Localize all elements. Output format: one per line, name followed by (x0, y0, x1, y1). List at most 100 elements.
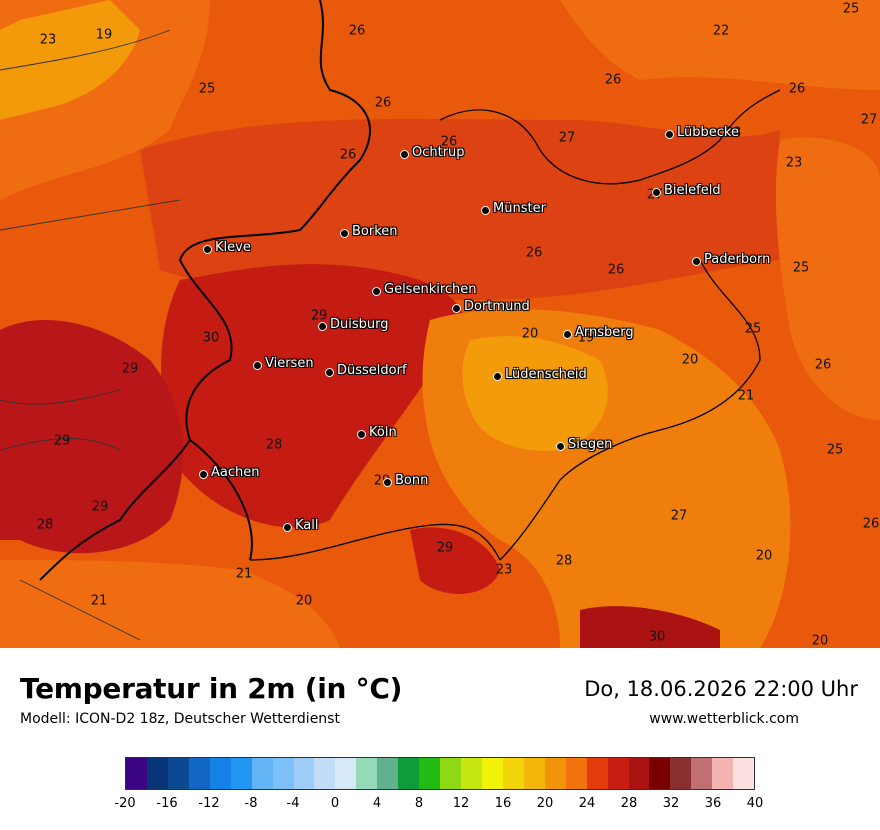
city-dot-icon (340, 229, 349, 238)
border-nrw-hessen (499, 259, 761, 561)
city-dot-icon (372, 287, 381, 296)
temperature-value: 23 (785, 155, 803, 171)
hot-patch-southeast (580, 606, 720, 648)
city-dot-icon (383, 478, 392, 487)
scale-swatch (691, 758, 713, 789)
scale-swatch (481, 758, 503, 789)
temperature-value: 29 (310, 308, 328, 324)
scale-swatch (607, 758, 629, 789)
temperature-value: 28 (724, 125, 742, 141)
website-link[interactable]: www.wetterblick.com (649, 711, 799, 727)
city-dot-icon (652, 188, 661, 197)
cool-patch-northwest (0, 0, 140, 120)
temperature-value: 26 (788, 81, 806, 97)
temperature-value: 26 (607, 262, 625, 278)
scale-tick-label: 36 (704, 796, 722, 811)
city-dot-icon (283, 523, 292, 532)
city-dot-icon (203, 245, 212, 254)
scale-tick-label: -20 (114, 796, 136, 811)
temperature-value: 19 (95, 27, 113, 43)
city-name: Lübbecke (677, 125, 739, 140)
city-name: Paderborn (704, 252, 771, 267)
scale-tick-label: 24 (578, 796, 596, 811)
temperature-value: 29 (436, 540, 454, 556)
scale-tick-label: -12 (198, 796, 220, 811)
temperature-value: 26 (525, 245, 543, 261)
scale-tick-label: 8 (414, 796, 424, 811)
border-belgian-regions (0, 438, 141, 641)
scale-swatch (230, 758, 252, 789)
coolest-patch-sauerland (462, 336, 608, 451)
city-dot-icon (357, 430, 366, 439)
map-title: Temperatur in 2m (in °C) (20, 672, 403, 705)
city-name: Düsseldorf (337, 363, 407, 378)
temperature-value: 27 (860, 112, 878, 128)
scale-swatch (712, 758, 734, 789)
color-scale (125, 757, 755, 790)
temperature-map[interactable]: 25 23 19 26 22 25 26 26 26 28 26 27 23 26 27 27 26 26 25 29… (0, 0, 880, 648)
temperature-value: 26 (604, 72, 622, 88)
scale-swatch (461, 758, 482, 789)
temperature-value: 25 (198, 81, 216, 97)
scale-tick-label: 32 (662, 796, 680, 811)
city-name: Siegen (568, 437, 613, 452)
scale-tick-label: 16 (494, 796, 512, 811)
temperature-value: 23 (39, 32, 57, 48)
scale-swatch (126, 758, 147, 789)
scale-swatch (628, 758, 650, 789)
city-name: Kall (295, 518, 319, 533)
temperature-value: 20 (681, 352, 699, 368)
scale-tick-label: 28 (620, 796, 638, 811)
temperature-value: 28 (555, 553, 573, 569)
city-name: Kleve (215, 240, 251, 255)
scale-swatch (419, 758, 441, 789)
temperature-value: 20 (295, 593, 313, 609)
temperature-value: 25 (744, 321, 762, 337)
city-name: Bonn (395, 473, 429, 488)
temperature-value: 26 (862, 516, 880, 532)
temperature-value: 28 (36, 517, 54, 533)
temperature-value: 27 (558, 130, 576, 146)
temperature-value: 20 (811, 633, 829, 649)
temperature-value: 25 (826, 442, 844, 458)
border-nrw-rlp (249, 523, 501, 561)
scale-tick-label: 0 (330, 796, 340, 811)
forecast-datetime: Do, 18.06.2026 22:00 Uhr (584, 677, 858, 701)
scale-swatch (523, 758, 545, 789)
temperature-value: 21 (90, 593, 108, 609)
temperature-value: 29 (91, 499, 109, 515)
scale-tick-label: -16 (156, 796, 178, 811)
city-dot-icon (665, 130, 674, 139)
scale-swatch (544, 758, 566, 789)
city-name: Ochtrup (412, 145, 465, 160)
city-dot-icon (325, 368, 334, 377)
scale-swatch (733, 758, 755, 789)
city-dot-icon (199, 470, 208, 479)
city-name: Viersen (265, 356, 314, 371)
border-dutch-provinces (0, 29, 181, 405)
city-dot-icon (563, 330, 572, 339)
scale-swatch (377, 758, 399, 789)
scale-tick-label: 20 (536, 796, 554, 811)
city-name: Köln (369, 425, 397, 440)
warm-patch-north (140, 118, 780, 300)
temperature-value: 29 (53, 433, 71, 449)
temperature-value: 29 (121, 361, 139, 377)
scale-swatch (586, 758, 608, 789)
scale-swatch (209, 758, 231, 789)
temperature-value: 30 (648, 629, 666, 645)
hot-patch-southwest (0, 320, 184, 554)
temperature-value: 22 (712, 23, 730, 39)
scale-swatch (272, 758, 294, 789)
city-dot-icon (556, 442, 565, 451)
temperature-value: 30 (202, 330, 220, 346)
temperature-value: 20 (755, 548, 773, 564)
model-source: Modell: ICON-D2 18z, Deutscher Wetterdie… (20, 711, 340, 727)
border-netherlands-germany (178, 0, 371, 561)
scale-swatch (188, 758, 210, 789)
scale-swatch (565, 758, 587, 789)
city-name: Münster (493, 201, 546, 216)
temperature-value: 21 (235, 566, 253, 582)
scale-swatch (293, 758, 315, 789)
temperature-value: 25 (842, 1, 860, 17)
